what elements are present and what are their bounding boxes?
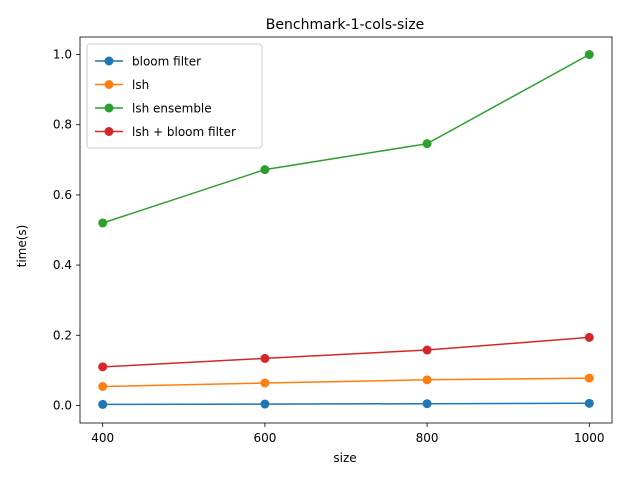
data-point	[260, 378, 270, 388]
x-tick-label: 400	[91, 431, 114, 445]
legend-label: bloom filter	[132, 55, 201, 69]
legend-label: lsh ensemble	[132, 102, 212, 116]
legend-item: lsh ensemble	[95, 102, 212, 116]
series-line	[102, 53, 590, 224]
y-axis-label: time(s)	[15, 225, 29, 268]
legend-item: bloom filter	[95, 55, 201, 69]
plot-area	[98, 50, 594, 409]
legend-marker	[104, 127, 114, 136]
legend-marker	[104, 103, 114, 113]
legend-item: lsh	[95, 78, 149, 92]
series-3	[98, 332, 594, 372]
x-tick-label: 1000	[574, 431, 605, 445]
data-point	[422, 139, 432, 149]
x-axis-label: size	[333, 451, 356, 465]
data-point	[584, 332, 594, 342]
legend-label: lsh	[132, 78, 149, 92]
legend-box	[86, 43, 263, 149]
axes: 400 600 800 1000 0.0 0.2 0.4 0.6 0.8 1.0	[53, 36, 613, 445]
legend-marker	[104, 80, 114, 89]
y-tick-label: 0.2	[53, 328, 72, 342]
y-tick-label: 0.8	[53, 118, 72, 132]
x-tick-label: 800	[416, 431, 439, 445]
data-point	[98, 382, 108, 392]
series-line	[102, 402, 590, 406]
legend-item: lsh + bloom filter	[95, 125, 236, 139]
series-1	[98, 373, 594, 392]
series-0	[98, 398, 594, 409]
x-tick-label: 600	[253, 431, 276, 445]
data-point	[584, 50, 594, 60]
series-line	[102, 377, 590, 388]
data-point	[422, 399, 432, 409]
data-point	[260, 165, 270, 175]
data-point	[422, 375, 432, 385]
data-point	[98, 218, 108, 228]
legend-label: lsh + bloom filter	[132, 125, 236, 139]
y-tick-label: 1.0	[53, 48, 72, 62]
y-tick-label: 0.4	[53, 258, 72, 272]
data-point	[584, 373, 594, 383]
y-tick-label: 0.0	[53, 398, 72, 412]
series-line	[102, 336, 590, 368]
data-point	[260, 353, 270, 363]
legend: bloom filter lsh lsh ensemble lsh + bloom f…	[86, 43, 263, 149]
chart-title: Benchmark-1-cols-size	[266, 17, 424, 33]
data-point	[422, 345, 432, 355]
data-point	[260, 399, 270, 409]
legend-marker	[104, 56, 114, 66]
y-tick-label: 0.6	[53, 188, 72, 202]
axes-frame	[79, 36, 613, 424]
data-point	[98, 362, 108, 372]
data-point	[98, 399, 108, 409]
series-2	[98, 50, 594, 228]
data-point	[584, 398, 594, 408]
